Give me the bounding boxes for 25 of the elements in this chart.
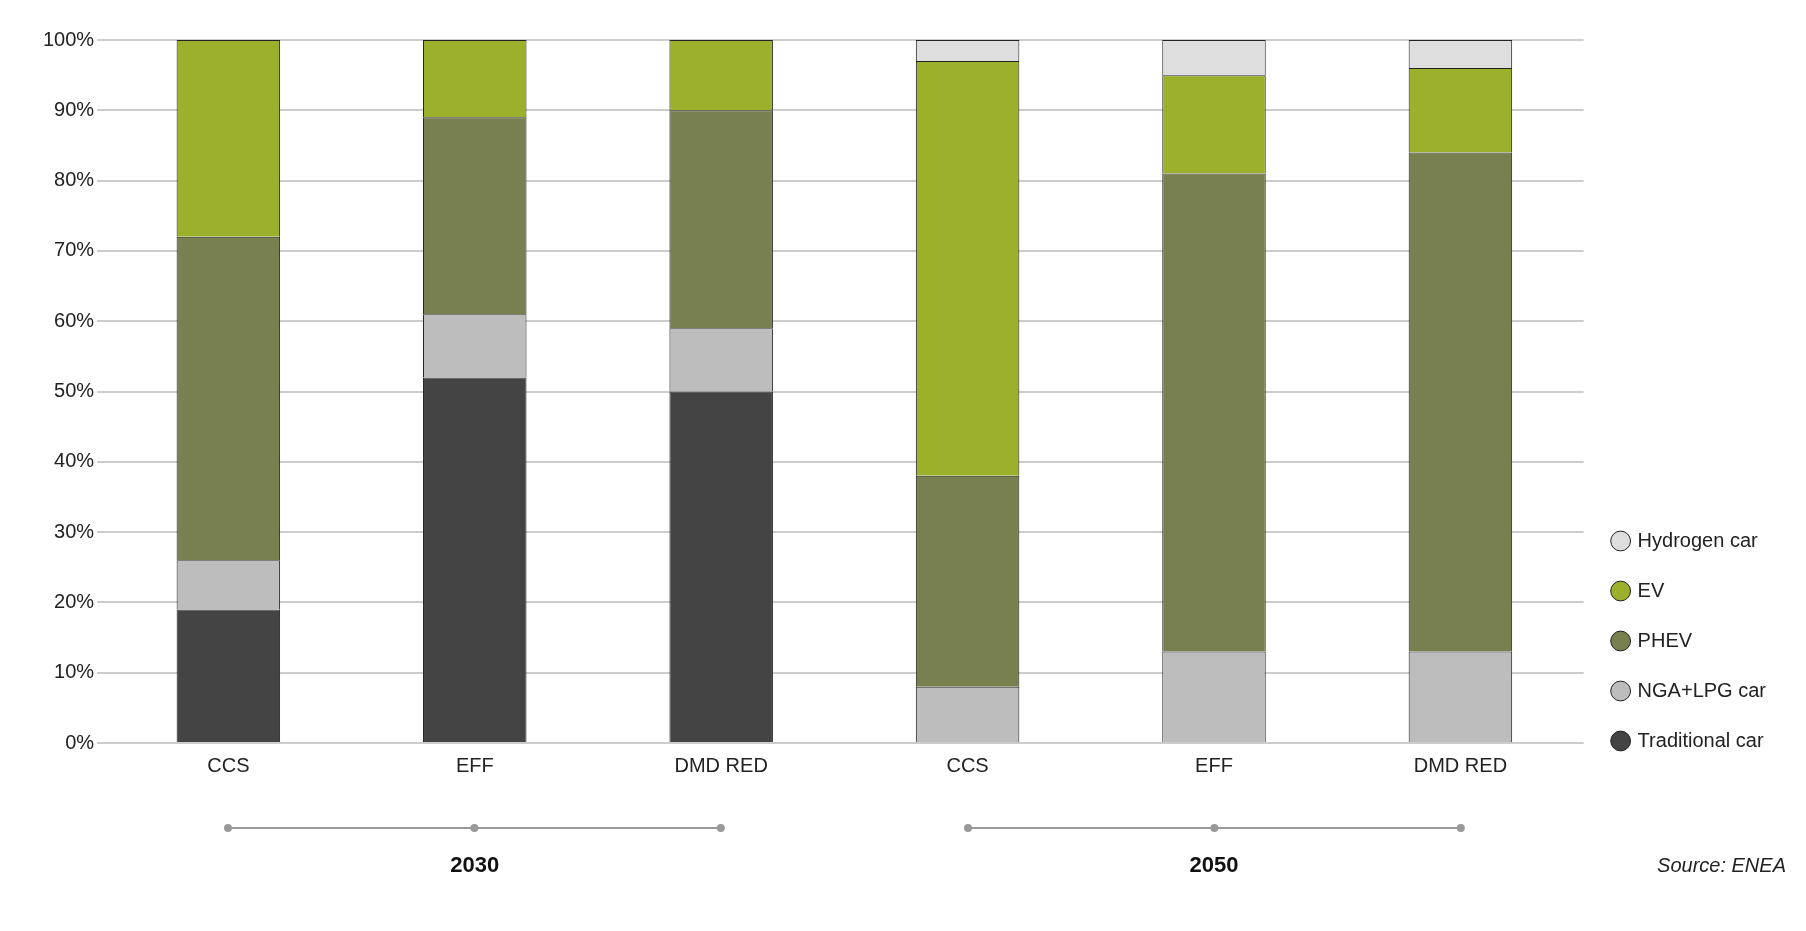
text: 2050 bbox=[1189, 852, 1239, 878]
y-tick-label: 20% bbox=[54, 589, 95, 612]
legend-label: NGA+LPG car bbox=[1637, 678, 1767, 701]
source-note: Source: ENEA bbox=[1657, 853, 1786, 876]
x-tick-label: DMD RED bbox=[1413, 753, 1508, 776]
y-tick-label: 60% bbox=[54, 308, 95, 331]
y-tick-label: 10% bbox=[54, 660, 95, 683]
y-tick-label: 70% bbox=[54, 238, 95, 261]
x-tick-label: EFF bbox=[1195, 753, 1233, 776]
y-tick-label: 0% bbox=[65, 730, 95, 753]
y-tick-label: 30% bbox=[54, 519, 95, 542]
text: 2030 bbox=[450, 852, 500, 878]
y-tick-label: 40% bbox=[54, 449, 95, 472]
x-tick-label: EFF bbox=[455, 753, 494, 776]
y-tick-label: 100% bbox=[43, 27, 95, 50]
x-tick-label: CCS bbox=[207, 753, 250, 776]
legend-label: Hydrogen car bbox=[1637, 528, 1759, 551]
legend-label: EV bbox=[1637, 578, 1665, 601]
x-tick-label: CCS bbox=[946, 753, 989, 776]
x-tick-label: DMD RED bbox=[674, 753, 768, 776]
y-tick-label: 50% bbox=[54, 379, 95, 402]
legend-label: Traditional car bbox=[1637, 728, 1764, 751]
y-tick-label: 90% bbox=[54, 97, 95, 120]
y-tick-label: 80% bbox=[54, 168, 95, 191]
legend-label: PHEV bbox=[1637, 628, 1693, 651]
